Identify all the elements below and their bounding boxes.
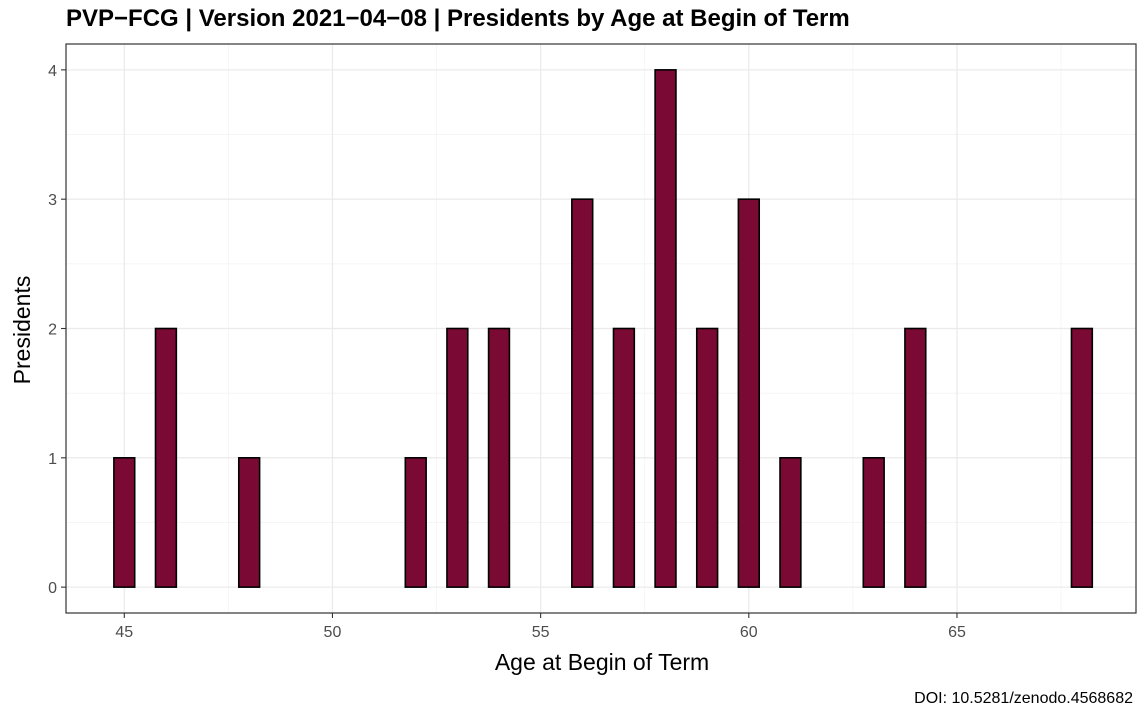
bar [904, 327, 927, 588]
y-axis-title: Presidents [9, 276, 35, 385]
bar [612, 327, 636, 588]
bar [695, 327, 719, 588]
y-tick-label: 2 [48, 322, 57, 339]
chart-caption: DOI: 10.5281/zenodo.4568682 [914, 690, 1133, 707]
x-tick-label: 65 [948, 624, 966, 641]
y-axis-ticks: 0 1 2 3 4 [48, 63, 66, 597]
bar [154, 327, 178, 588]
x-tick-label: 50 [324, 624, 342, 641]
x-axis-ticks: 45 50 55 60 65 [115, 613, 966, 641]
bar [737, 198, 761, 588]
bar [862, 457, 885, 588]
x-tick-label: 60 [740, 624, 758, 641]
y-tick-label: 3 [48, 192, 57, 209]
bar [113, 457, 136, 588]
y-tick-label: 1 [48, 451, 57, 468]
bar [1070, 327, 1094, 588]
chart-title: PVP−FCG | Version 2021−04−08 | President… [66, 5, 850, 32]
bar [237, 457, 261, 588]
grid [66, 44, 1136, 613]
y-tick-label: 4 [48, 63, 57, 80]
bar [404, 457, 427, 588]
x-tick-label: 55 [532, 624, 550, 641]
bar [654, 69, 677, 588]
x-tick-label: 45 [115, 624, 133, 641]
bar [571, 198, 594, 588]
y-tick-label: 0 [48, 580, 57, 597]
x-axis-title: Age at Begin of Term [495, 649, 709, 675]
bar [779, 457, 802, 588]
bar [446, 327, 469, 588]
bar [487, 327, 511, 588]
bars [113, 69, 1094, 588]
